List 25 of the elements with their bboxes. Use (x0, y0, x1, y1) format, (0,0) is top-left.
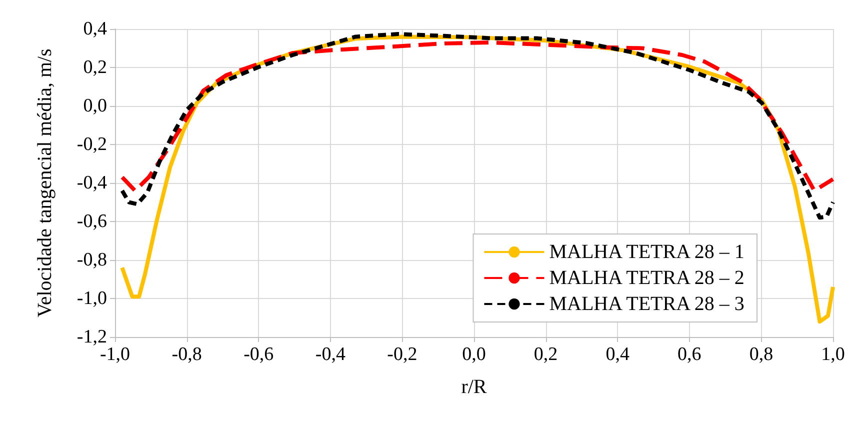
y-tick-label: 0,0 (83, 96, 107, 116)
legend-label: MALHA TETRA 28 – 1 (549, 241, 744, 263)
legend-label: MALHA TETRA 28 – 2 (549, 267, 744, 289)
x-axis-title: r/R (461, 376, 488, 398)
x-tick-label: -0,4 (315, 344, 346, 365)
y-tick-label: -0,4 (76, 172, 108, 194)
x-tick-label: -0,8 (172, 344, 202, 365)
y-axis-title: Velocidade tangencial média, m/s (34, 48, 56, 318)
y-tick-label: 0,4 (83, 18, 108, 40)
x-tick-label: 0,0 (462, 344, 486, 365)
x-tick-label: 0,6 (678, 344, 702, 365)
legend-label: MALHA TETRA 28 – 3 (549, 293, 744, 315)
x-tick-label: 0,4 (606, 344, 630, 365)
line-series (120, 32, 835, 220)
y-tick-label: -1,0 (76, 288, 107, 309)
x-tick-label: 0,8 (749, 344, 774, 365)
y-tick-label: 0,2 (83, 57, 107, 78)
y-tick-label: -0,8 (76, 250, 107, 270)
x-tick-label: 0,2 (534, 344, 558, 365)
y-tick-label: -0,2 (76, 134, 107, 155)
x-tick-label: -0,2 (387, 344, 418, 365)
x-tick-label: 1,0 (821, 344, 845, 365)
y-tick-label: -0,6 (76, 211, 107, 232)
x-tick-label: -0,6 (244, 344, 274, 365)
line-series (120, 40, 835, 193)
